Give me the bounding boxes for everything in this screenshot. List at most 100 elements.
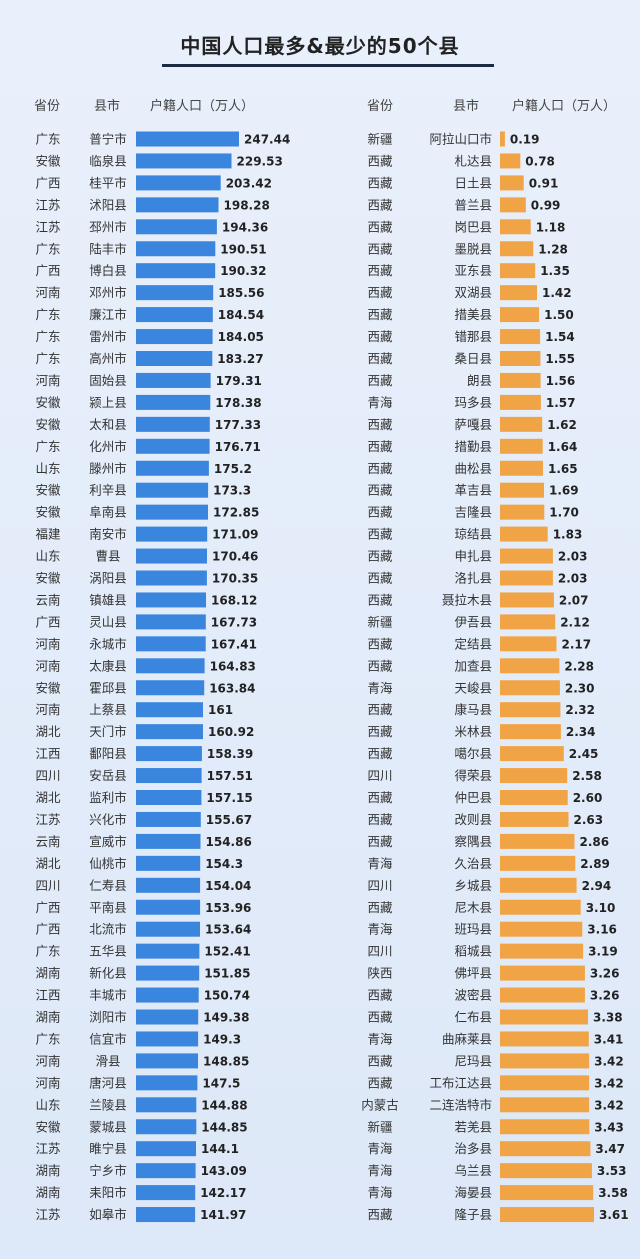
least-bar — [500, 1141, 591, 1157]
least-value-label: 1.70 — [549, 506, 579, 520]
least-bar — [500, 899, 581, 915]
most-county-label: 天门市 — [89, 724, 127, 739]
least-bar — [500, 790, 568, 805]
least-value-label: 3.47 — [595, 1142, 625, 1156]
most-county-label: 信宜市 — [89, 1031, 127, 1046]
least-county-label: 隆子县 — [454, 1207, 492, 1222]
least-province-label: 西藏 — [367, 351, 393, 366]
most-bar — [136, 416, 210, 432]
most-value-label: 148.85 — [203, 1054, 249, 1068]
least-bar — [500, 724, 561, 740]
right-header-value: 户籍人口（万人） — [512, 99, 617, 114]
most-value-label: 154.3 — [205, 857, 243, 871]
least-county-label: 革吉县 — [454, 483, 492, 498]
least-province-label: 西藏 — [367, 197, 393, 212]
most-value-label: 173.3 — [213, 484, 251, 498]
least-bar — [500, 811, 569, 827]
most-bar — [136, 460, 209, 476]
least-province-label: 西藏 — [367, 571, 393, 586]
most-bar — [136, 1009, 199, 1025]
least-county-label: 申扎县 — [454, 549, 492, 564]
most-county-label: 睢宁县 — [89, 1141, 127, 1156]
most-bar — [136, 965, 200, 981]
least-province-label: 西藏 — [367, 746, 393, 761]
least-county-label: 尼木县 — [454, 900, 492, 915]
least-bar — [500, 394, 541, 410]
least-bar — [500, 833, 575, 849]
most-bar — [136, 921, 200, 937]
most-value-label: 149.3 — [203, 1032, 241, 1046]
least-value-label: 3.43 — [594, 1120, 624, 1134]
left-header-value: 户籍人口（万人） — [150, 99, 255, 114]
most-county-label: 兴化市 — [89, 812, 127, 827]
least-value-label: 3.10 — [586, 901, 616, 915]
most-province-label: 山东 — [35, 549, 60, 564]
most-bar — [136, 855, 201, 871]
most-province-label: 河南 — [35, 285, 60, 300]
least-bar — [500, 351, 541, 366]
least-county-label: 治多县 — [454, 1141, 492, 1156]
most-province-label: 河南 — [35, 658, 60, 673]
most-province-label: 湖南 — [35, 1010, 60, 1025]
least-county-label: 仲巴县 — [454, 790, 492, 805]
most-bar — [136, 1207, 196, 1223]
most-value-label: 171.09 — [212, 528, 258, 542]
most-county-label: 北流市 — [89, 922, 127, 937]
least-bar — [500, 592, 554, 608]
least-value-label: 0.78 — [525, 154, 555, 168]
most-county-label: 普宁市 — [89, 132, 127, 147]
least-province-label: 内蒙古 — [361, 1097, 399, 1112]
most-bar — [136, 263, 216, 279]
least-value-label: 3.53 — [597, 1164, 627, 1178]
least-province-label: 西藏 — [367, 790, 393, 805]
most-county-label: 兰陵县 — [89, 1097, 127, 1112]
most-value-label: 190.51 — [220, 242, 266, 256]
most-province-label: 广东 — [35, 241, 60, 256]
least-value-label: 1.64 — [548, 440, 578, 454]
least-bar — [500, 943, 584, 959]
least-county-label: 朗县 — [467, 373, 492, 388]
most-value-label: 203.42 — [226, 176, 272, 190]
most-bar — [136, 1141, 196, 1157]
least-province-label: 西藏 — [367, 483, 393, 498]
least-bar — [500, 1075, 590, 1091]
most-bar — [136, 351, 213, 366]
least-province-label: 西藏 — [367, 1075, 393, 1090]
most-county-label: 滕州市 — [89, 461, 127, 476]
least-value-label: 1.55 — [545, 352, 575, 366]
least-bar — [500, 285, 537, 301]
least-county-label: 阿拉山口市 — [429, 132, 492, 147]
least-county-label: 洛扎县 — [454, 571, 492, 586]
least-value-label: 3.42 — [594, 1076, 624, 1090]
most-province-label: 广东 — [35, 1031, 60, 1046]
most-province-label: 安徽 — [35, 571, 61, 586]
most-county-label: 五华县 — [89, 944, 127, 959]
least-value-label: 1.28 — [538, 242, 568, 256]
least-bar — [500, 855, 576, 871]
least-county-label: 稻城县 — [454, 944, 492, 959]
least-bar — [500, 1053, 590, 1069]
least-county-label: 得荣县 — [454, 768, 492, 783]
most-county-label: 邓州市 — [89, 285, 127, 300]
least-bar — [500, 1097, 590, 1113]
least-value-label: 3.42 — [594, 1054, 624, 1068]
most-province-label: 安徽 — [35, 483, 61, 498]
most-province-label: 江西 — [35, 746, 60, 761]
least-value-label: 3.26 — [590, 989, 620, 1003]
most-province-label: 广东 — [35, 132, 60, 147]
most-county-label: 监利市 — [89, 790, 127, 805]
least-county-label: 错那县 — [454, 329, 492, 344]
least-value-label: 2.45 — [569, 747, 599, 761]
least-value-label: 3.61 — [599, 1208, 629, 1222]
least-province-label: 西藏 — [367, 592, 393, 607]
least-county-label: 曲松县 — [454, 461, 492, 476]
most-province-label: 江西 — [35, 988, 60, 1003]
most-county-label: 廉江市 — [89, 307, 127, 322]
most-value-label: 179.31 — [216, 374, 262, 388]
most-province-label: 安徽 — [35, 1119, 61, 1134]
most-value-label: 172.85 — [213, 506, 259, 520]
most-county-label: 唐河县 — [89, 1075, 127, 1090]
most-value-label: 167.73 — [211, 615, 257, 629]
most-province-label: 河南 — [35, 636, 60, 651]
